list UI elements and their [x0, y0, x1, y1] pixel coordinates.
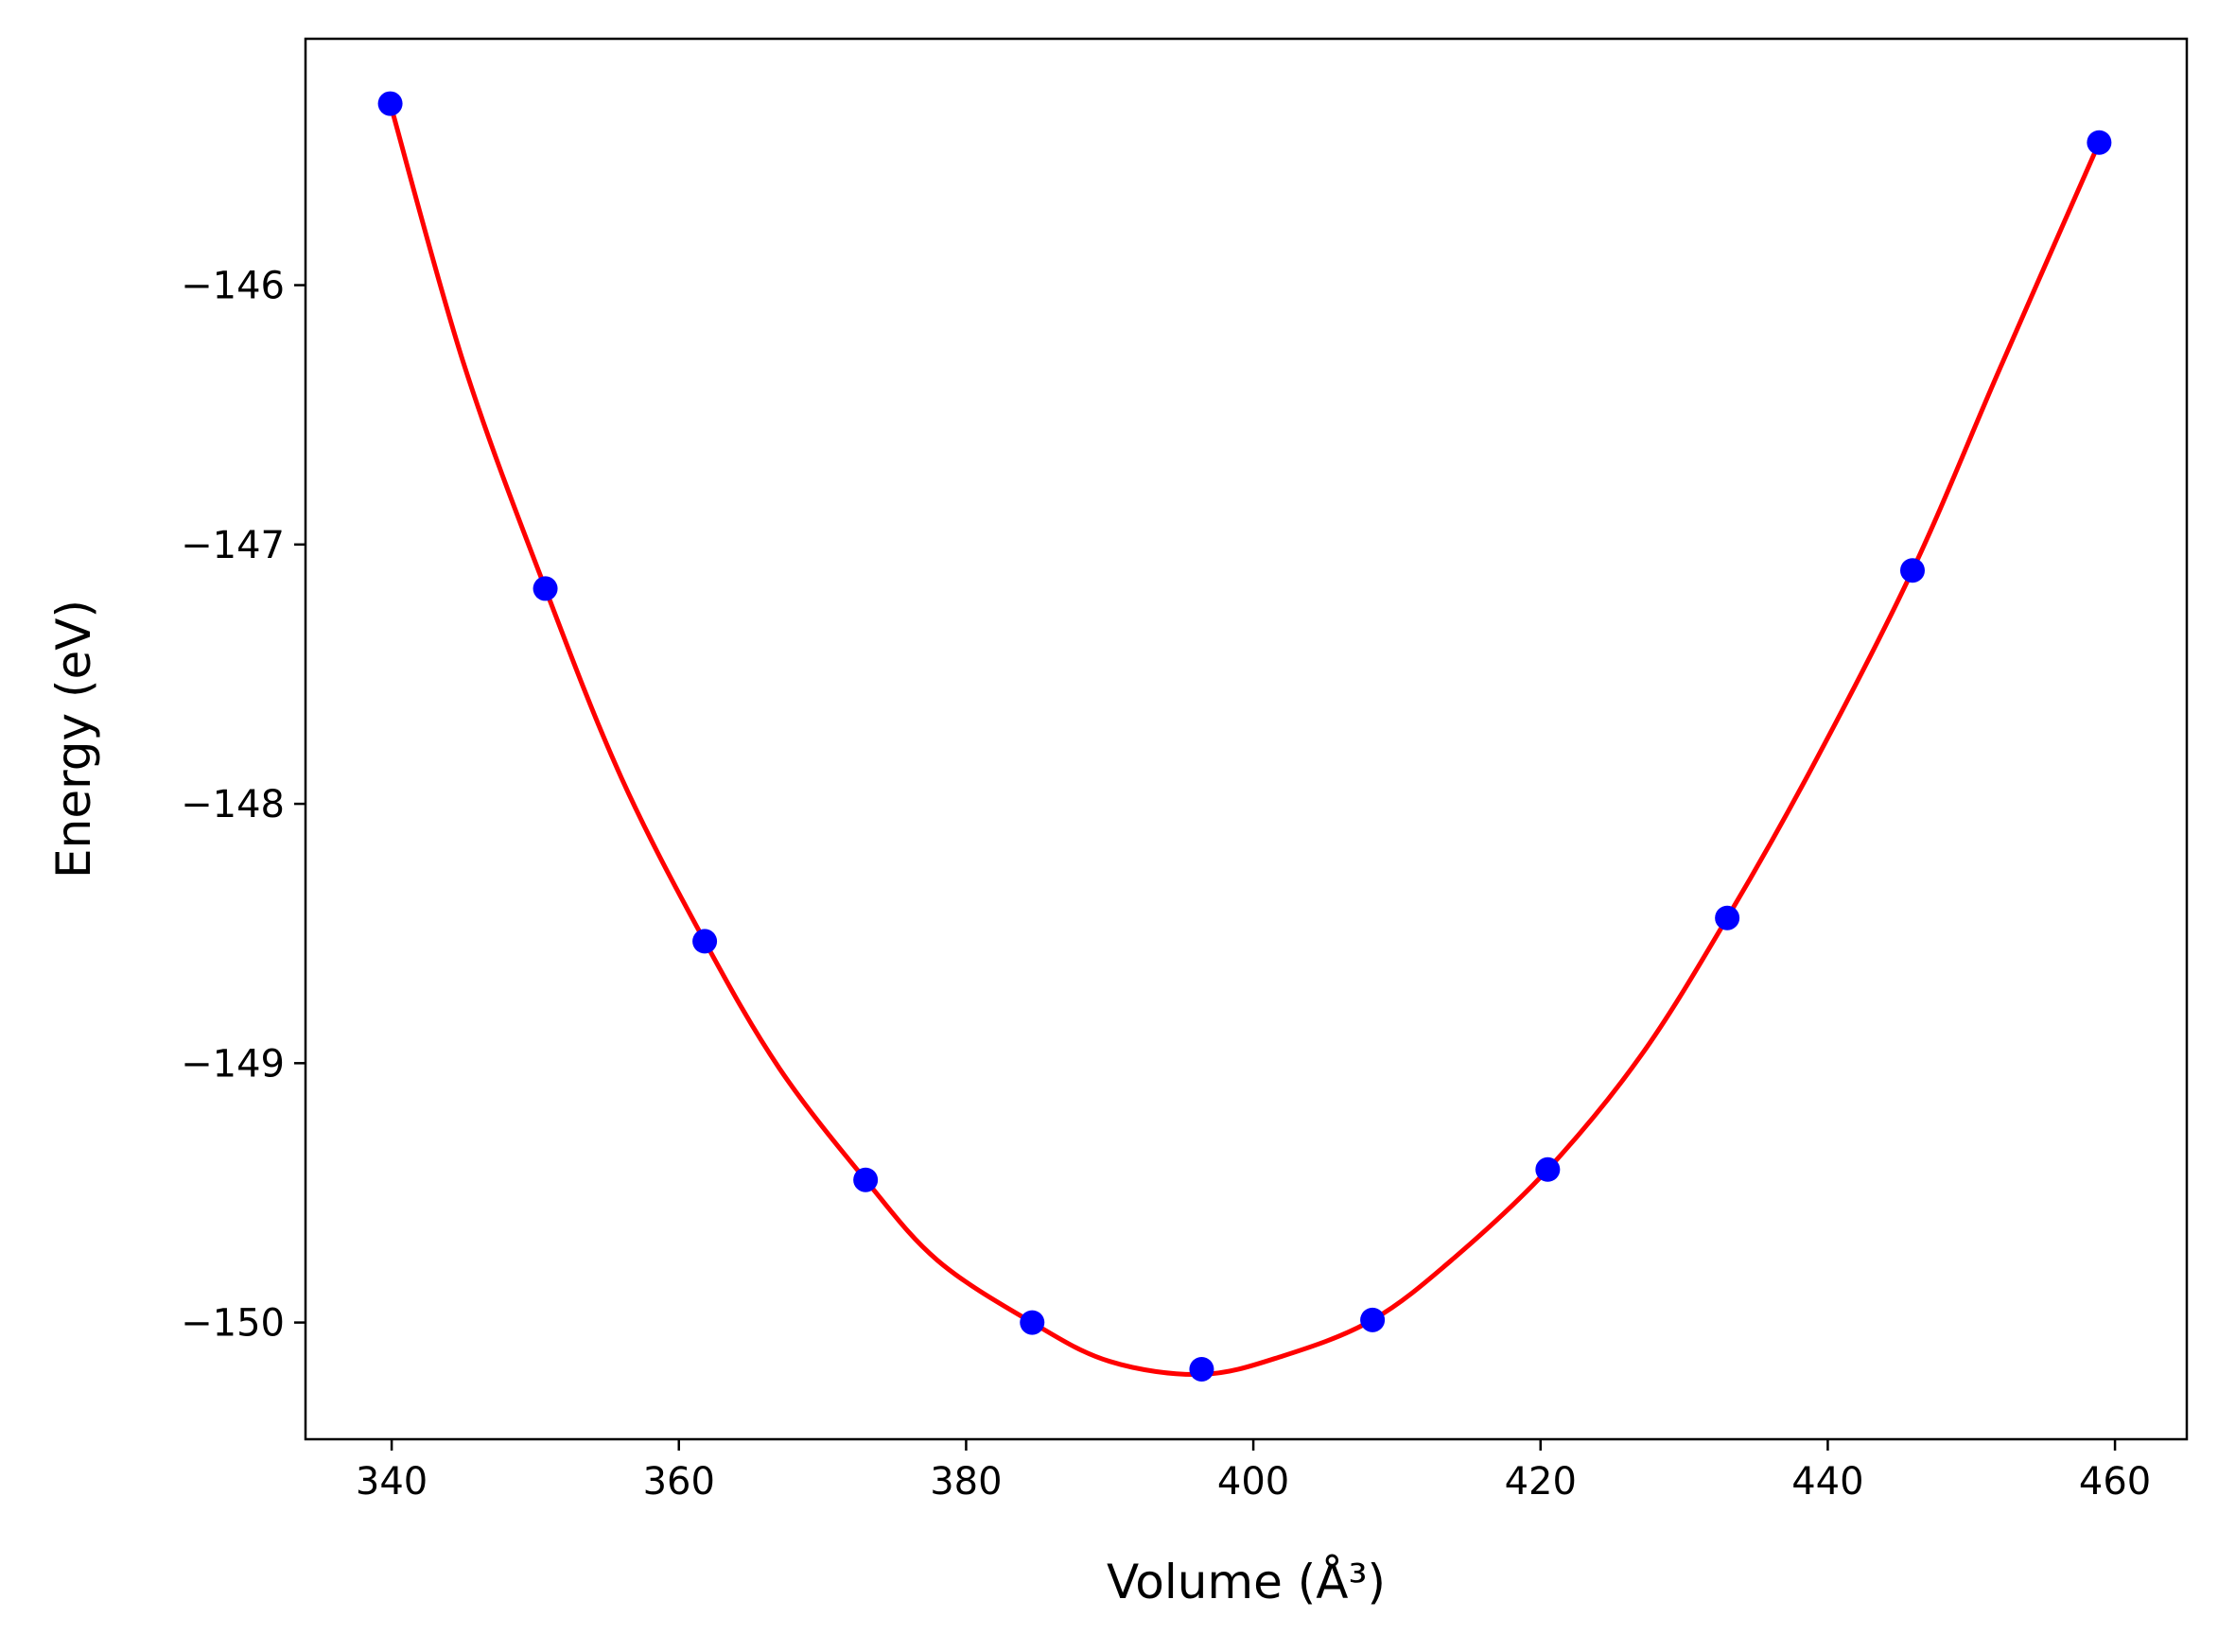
x-tick-label: 420: [1505, 1460, 1577, 1504]
plot-frame: [304, 37, 2189, 1441]
y-axis: −150 −149 −148 −147 −146: [181, 265, 306, 1346]
data-point: [1535, 1156, 1561, 1182]
data-points-layer: [377, 91, 2112, 1382]
x-tick-label: 340: [356, 1460, 428, 1504]
x-tick-label: 360: [643, 1460, 715, 1504]
y-tick-label: −148: [181, 783, 285, 826]
x-tick-label: 440: [1791, 1460, 1863, 1504]
data-point: [2087, 130, 2112, 155]
y-tick-label: −146: [181, 265, 285, 308]
data-point: [1360, 1307, 1386, 1332]
x-tick-label: 380: [930, 1460, 1002, 1504]
data-point: [377, 91, 403, 116]
data-point: [692, 929, 718, 954]
data-point: [1900, 558, 1926, 583]
data-point: [1020, 1310, 1045, 1335]
y-axis-title: Energy (eV): [46, 600, 101, 878]
data-point: [853, 1167, 879, 1192]
y-tick-label: −147: [181, 524, 285, 567]
x-axis-title: Volume (Å³): [1107, 1555, 1386, 1609]
data-point: [1715, 905, 1740, 930]
data-point: [1189, 1356, 1214, 1382]
x-axis: 340 360 380 400 420 440 460: [356, 1439, 2151, 1504]
data-point: [533, 576, 558, 601]
x-tick-label: 460: [2079, 1460, 2151, 1504]
x-tick-label: 400: [1217, 1460, 1289, 1504]
y-tick-label: −149: [181, 1042, 285, 1086]
y-tick-label: −150: [181, 1302, 285, 1346]
